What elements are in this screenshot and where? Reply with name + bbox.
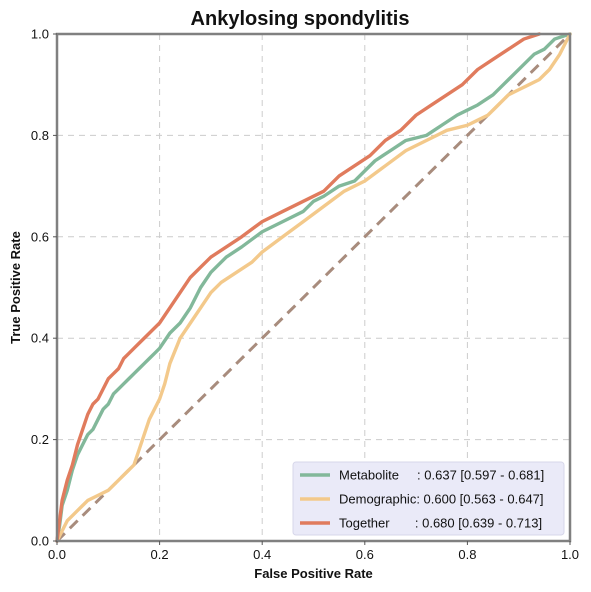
x-axis-label: False Positive Rate [254, 566, 373, 581]
x-tick-label: 0.6 [356, 547, 374, 562]
x-tick-label: 0.4 [253, 547, 271, 562]
x-tick-label: 0.0 [48, 547, 66, 562]
x-axis-ticks: 0.0 0.2 0.4 0.6 0.8 1.0 [48, 541, 579, 562]
y-tick-label: 0.8 [31, 128, 49, 143]
y-tick-label: 0.0 [31, 534, 49, 549]
y-tick-label: 0.2 [31, 432, 49, 447]
x-tick-label: 1.0 [561, 547, 579, 562]
roc-curve-demographic [55, 32, 572, 543]
roc-curve-metabolite [55, 32, 572, 543]
legend-label-together: Together : 0.680 [0.639 - 0.713] [339, 516, 542, 531]
legend: Metabolite : 0.637 [0.597 - 0.681] Demogr… [292, 461, 565, 536]
legend-label-metabolite: Metabolite : 0.637 [0.597 - 0.681] [339, 468, 544, 483]
legend-box [292, 461, 565, 536]
roc-curves [55, 32, 572, 543]
x-tick-label: 0.8 [458, 547, 476, 562]
roc-curve-together [55, 32, 541, 543]
y-axis-label: True Positive Rate [8, 231, 23, 344]
y-tick-label: 1.0 [31, 27, 49, 42]
x-tick-label: 0.2 [151, 547, 169, 562]
chart-title: Ankylosing spondylitis [191, 8, 410, 30]
plot-frame [55, 32, 572, 543]
legend-label-demographic: Demographic: 0.600 [0.563 - 0.647] [339, 492, 544, 507]
y-axis-ticks: 0.0 0.2 0.4 0.6 0.8 1.0 [31, 27, 57, 549]
y-tick-label: 0.4 [31, 331, 49, 346]
grid-lines [57, 34, 570, 541]
y-tick-label: 0.6 [31, 229, 49, 244]
